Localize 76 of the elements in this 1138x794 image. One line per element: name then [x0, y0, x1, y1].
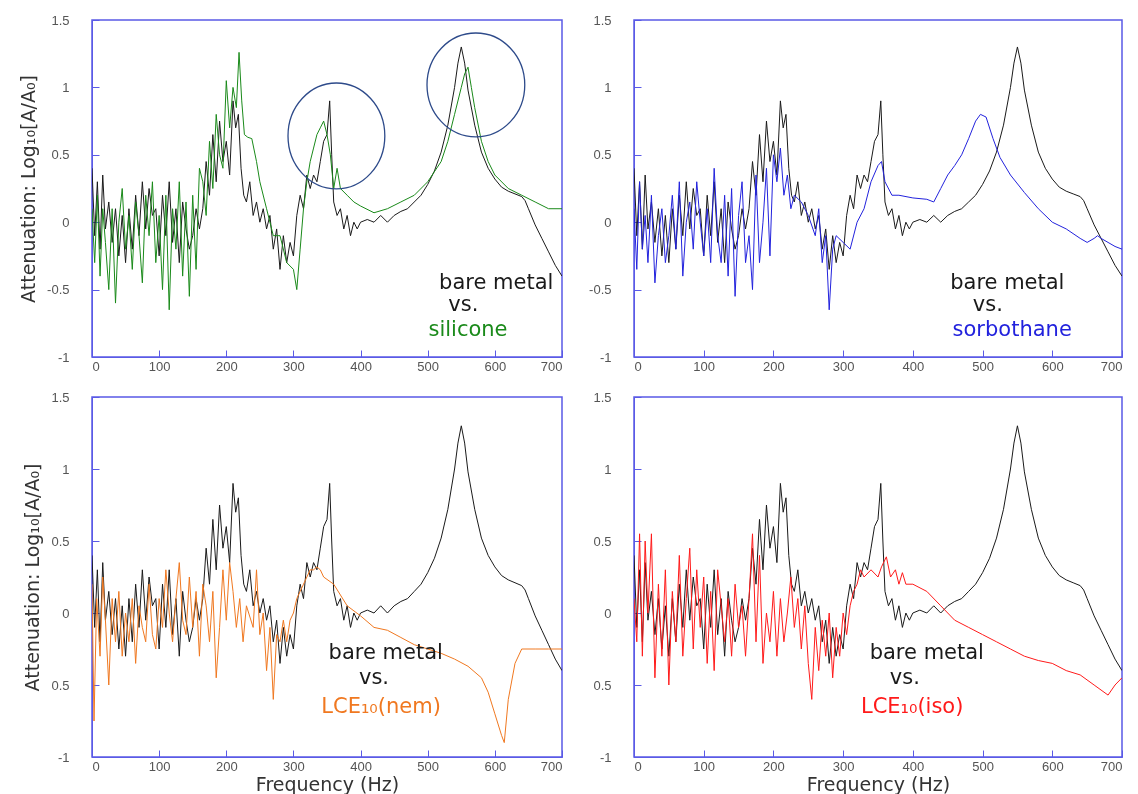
x-tick-label: 100	[148, 358, 171, 374]
series-label: bare metal	[439, 269, 554, 294]
series-label: LCE₁₀(nem)	[321, 693, 441, 718]
x-tick-label: 500	[417, 758, 440, 774]
y-tick-label: -0.5	[47, 282, 70, 298]
y-tick-label: 0.5	[51, 147, 70, 163]
x-tick-label: 300	[832, 358, 855, 374]
x-tick-label: 300	[283, 758, 305, 774]
y-tick-label: 0	[62, 605, 70, 621]
text: silicone	[428, 317, 508, 342]
x-tick-label: 600	[484, 358, 507, 374]
y-tick-label: 1	[62, 461, 70, 477]
x-tick-label: 700	[540, 358, 563, 374]
y-axis-title: Attenuation: Log₁₀[A/A₀]	[21, 463, 44, 692]
y-tick-label: 0.5	[51, 677, 70, 693]
x-tick-label: 700	[1100, 358, 1123, 374]
y-tick-label: -1	[599, 749, 612, 765]
x-tick-label: 200	[763, 358, 785, 374]
x-tick-label: 700	[1100, 758, 1123, 774]
x-tick-label: 500	[972, 358, 994, 374]
y-tick-label: 1.5	[51, 389, 70, 405]
x-tick-label: 0	[92, 758, 100, 774]
x-tick-label: 400	[902, 758, 925, 774]
y-tick-label: -0.5	[589, 282, 612, 298]
line-series	[92, 562, 562, 744]
x-tick-label: 500	[972, 758, 994, 774]
x-tick-label: 400	[350, 758, 372, 774]
text: sorbothane	[952, 317, 1072, 342]
y-tick-label: 1.5	[593, 389, 612, 405]
y-tick-label: -1	[57, 349, 70, 365]
series-label: bare metal	[869, 639, 984, 664]
x-tick-label: 100	[148, 758, 171, 774]
x-tick-label: 500	[417, 358, 440, 374]
y-axis-title: Attenuation: Log₁₀[A/A₀]	[17, 75, 40, 303]
x-tick-label: 700	[540, 758, 563, 774]
x-tick-label: 200	[215, 358, 238, 374]
y-tick-label: 1	[604, 79, 612, 95]
x-tick-label: 200	[215, 758, 238, 774]
x-tick-label: 600	[484, 758, 507, 774]
y-tick-label: 0	[604, 214, 612, 230]
x-tick-label: 400	[902, 358, 925, 374]
x-tick-label: 300	[832, 758, 855, 774]
annotation: vs.	[358, 664, 390, 689]
line-series	[634, 113, 1122, 311]
line-series	[92, 425, 562, 672]
x-tick-label: 200	[763, 758, 785, 774]
x-tick-label: 600	[1041, 358, 1064, 374]
y-tick-label: 1	[62, 79, 70, 95]
y-tick-label: 0	[62, 214, 70, 230]
x-tick-label: 100	[693, 358, 716, 374]
x-tick-label: 300	[283, 358, 305, 374]
y-tick-label: -1	[599, 349, 612, 365]
series-label: bare metal	[328, 639, 443, 664]
annotation: vs.	[972, 291, 1003, 316]
line-series	[634, 425, 1122, 672]
x-tick-label: 600	[1041, 758, 1064, 774]
x-axis-title: Frequency (Hz)	[806, 772, 951, 794]
x-tick-label: 0	[634, 358, 642, 374]
annotation: vs.	[889, 664, 920, 689]
y-tick-label: 0.5	[593, 677, 612, 693]
text: bare metal	[950, 269, 1065, 294]
x-tick-label: 400	[350, 358, 372, 374]
annotation: vs.	[448, 291, 479, 316]
y-tick-label: 1.5	[593, 12, 612, 28]
y-tick-label: 0.5	[593, 147, 612, 163]
x-tick-label: 0	[634, 758, 642, 774]
x-axis-title: Frequency (Hz)	[255, 772, 400, 794]
y-tick-label: 0	[604, 605, 612, 621]
y-tick-label: 1	[604, 461, 612, 477]
y-tick-label: 1.5	[51, 12, 70, 28]
y-tick-label: 0.5	[51, 533, 70, 549]
series-label: LCE₁₀(iso)	[860, 693, 964, 718]
x-tick-label: 0	[92, 358, 100, 374]
x-tick-label: 100	[693, 758, 716, 774]
y-tick-label: 0.5	[593, 533, 612, 549]
y-tick-label: -1	[57, 749, 70, 765]
